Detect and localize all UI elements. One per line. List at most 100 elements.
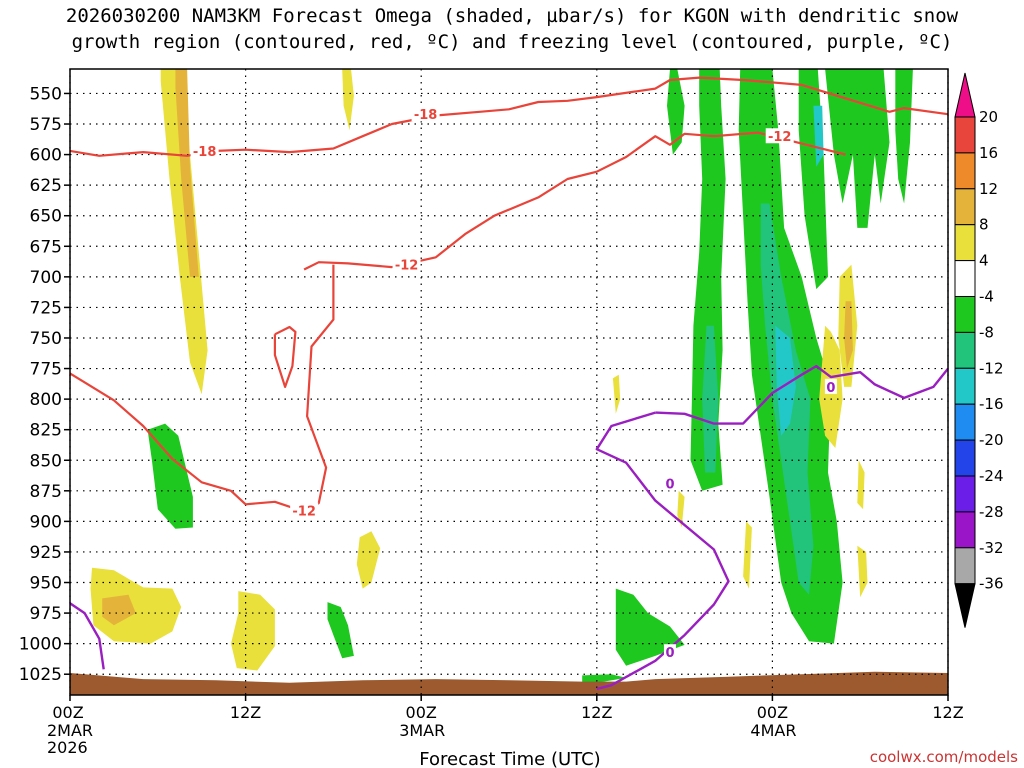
contour-label-7: 0 [826, 381, 835, 396]
omega-region-5 [231, 591, 275, 671]
omega-region-28 [677, 490, 685, 528]
y-tick-label-550: 550 [30, 84, 62, 104]
omega-region-17 [775, 325, 796, 436]
colorbar-band-10 [954, 475, 976, 513]
x-tick-label-4: 00Z [757, 703, 788, 722]
colorbar-label-7: -12 [979, 359, 1004, 377]
y-tick-label-800: 800 [30, 390, 62, 410]
omega-region-26 [857, 460, 865, 510]
colorbar-label-2: 12 [979, 180, 998, 198]
contour-dgz_minus12_bottom [70, 264, 335, 513]
colorbar-band-3 [954, 224, 976, 262]
y-tick-label-1000: 1000 [19, 635, 62, 655]
colorbar-band-0 [954, 116, 976, 154]
x-tick-label-3: 12Z [581, 703, 612, 722]
y-tick-label-750: 750 [30, 329, 62, 349]
contour-label-3: -12 [292, 504, 316, 519]
colorbar-label-3: 8 [979, 216, 989, 234]
y-tick-label-875: 875 [30, 482, 62, 502]
contour-lines [70, 76, 948, 691]
contour-labels: -18 -18 -12 -12 -12 0 0 0 [190, 106, 837, 661]
contour-label-bg-1 [411, 106, 440, 122]
omega-region-25 [857, 545, 868, 598]
omega-region-2 [342, 69, 354, 131]
y-tick-label-700: 700 [30, 268, 62, 288]
x-tick-date-4: 4MAR [750, 721, 796, 740]
colorbar-band-9 [954, 439, 976, 477]
contour-freezing_zero_left [70, 602, 105, 670]
colorbar-label-4: 4 [979, 252, 989, 270]
colorbar-label-11: -28 [979, 503, 1004, 521]
colorbar-label-12: -32 [979, 539, 1004, 557]
contour-label-6: 0 [665, 646, 674, 661]
contour-label-1: -18 [414, 108, 438, 123]
y-tick-label-850: 850 [30, 451, 62, 471]
contour-label-bg-5 [663, 475, 676, 491]
colorbar-label-5: -4 [979, 288, 994, 306]
contour-label-bg-2 [392, 256, 421, 272]
x-tick-date-2: 3MAR [399, 721, 445, 740]
omega-region-19 [813, 105, 824, 167]
contour-dgz_minus12_loop [273, 325, 297, 388]
contour-label-4: -12 [768, 130, 792, 145]
omega-region-20 [825, 69, 890, 228]
y-axis-ticks: 550 575 600 625 650 675 700 725 750 775 800 825 850 8… [19, 84, 70, 685]
x-tick-date-0: 2MAR [47, 721, 93, 740]
y-tick-label-900: 900 [30, 512, 62, 532]
y-tick-label-1025: 1025 [19, 665, 62, 685]
x-tick-label-2: 00Z [406, 703, 437, 722]
omega-region-9 [612, 374, 621, 414]
omega-region-4 [102, 594, 136, 626]
contour-label-bg-3 [290, 502, 319, 518]
colorbar-label-8: -16 [979, 395, 1004, 413]
y-tick-label-650: 650 [30, 207, 62, 227]
x-tick-label-1: 12Z [230, 703, 261, 722]
y-tick-label-950: 950 [30, 574, 62, 594]
contour-label-5: 0 [665, 477, 674, 492]
credit-text: coolwx.com/models [870, 748, 1018, 766]
colorbar-label-6: -8 [979, 323, 994, 341]
omega-region-27 [743, 521, 752, 589]
omega-region-8 [327, 602, 354, 659]
omega-region-6 [356, 531, 381, 589]
contour-label-bg-6 [663, 644, 676, 660]
y-tick-label-975: 975 [30, 604, 62, 624]
ground-fill [70, 671, 948, 695]
colorbar-band-12 [954, 547, 976, 585]
x-axis-label: Forecast Time (UTC) [419, 749, 600, 768]
colorbar: 20 16 12 8 4 -4 -8 -12 -16 -20 -24 -28 -32 -36 [954, 72, 1004, 628]
omega-region-7 [147, 423, 193, 529]
colorbar-label-1: 16 [979, 144, 998, 162]
plot-frame [69, 68, 949, 696]
contour-freezing_zero_mid [655, 364, 948, 425]
y-tick-label-600: 600 [30, 146, 62, 166]
colorbar-band-2 [954, 188, 976, 226]
colorbar-band-6 [954, 331, 976, 369]
x-tick-label-0: 00Z [52, 703, 83, 722]
colorbar-band-11 [954, 511, 976, 549]
contour-label-bg-7 [824, 378, 837, 394]
colorbar-label-0: 20 [979, 108, 998, 126]
contour-freezing_zero_upper [595, 411, 730, 691]
contour-dgz_minus12_top [303, 131, 846, 271]
y-tick-label-825: 825 [30, 421, 62, 441]
contour-label-bg-0 [190, 142, 219, 158]
ground-layer [70, 671, 948, 695]
y-tick-label-625: 625 [30, 176, 62, 196]
colorbar-label-9: -20 [979, 431, 1004, 449]
y-tick-label-675: 675 [30, 237, 62, 257]
colorbar-band-5 [954, 296, 976, 333]
contour-label-bg-4 [765, 128, 794, 144]
omega-region-14 [702, 325, 719, 473]
contour-label-2: -12 [395, 259, 419, 274]
colorbar-label-13: -36 [979, 575, 1004, 593]
x-tick-label-5: 12Z [932, 703, 963, 722]
omega-region-12 [667, 69, 685, 155]
colorbar-label-10: -24 [979, 467, 1004, 485]
colorbar-band-1 [954, 152, 976, 190]
colorbar-band-8 [954, 403, 976, 441]
colorbar-top-arrow [954, 72, 976, 118]
